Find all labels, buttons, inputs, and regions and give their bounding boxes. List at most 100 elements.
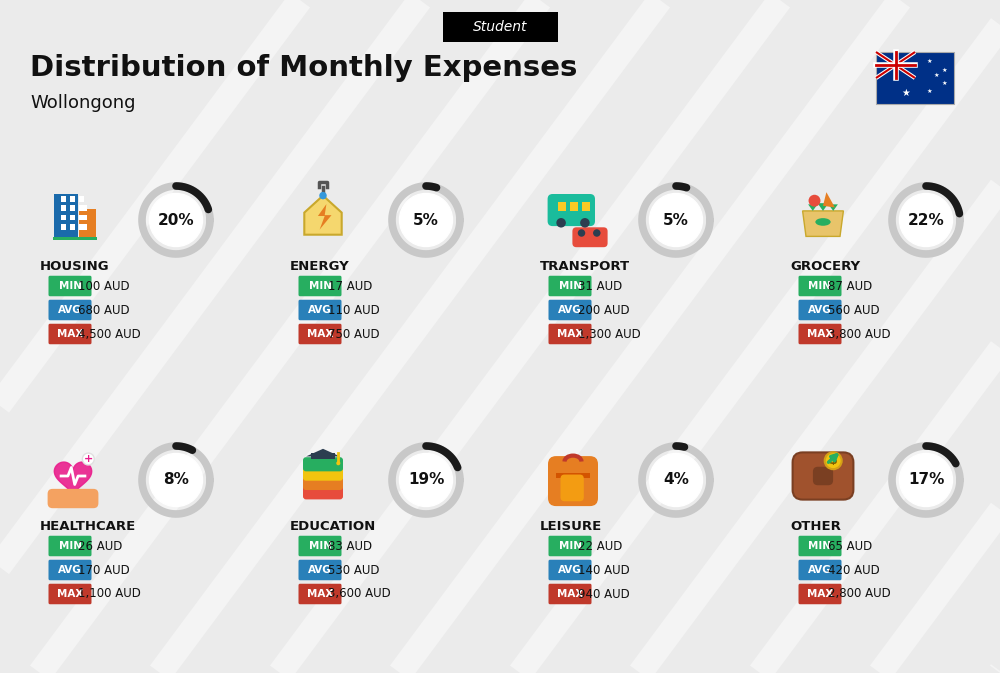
FancyBboxPatch shape [303, 476, 343, 490]
Text: 8%: 8% [163, 472, 189, 487]
Text: 87 AUD: 87 AUD [828, 279, 872, 293]
FancyBboxPatch shape [548, 324, 592, 345]
FancyBboxPatch shape [548, 276, 592, 296]
FancyBboxPatch shape [298, 560, 342, 580]
Bar [61, 215, 66, 220]
Text: 19%: 19% [408, 472, 444, 487]
FancyBboxPatch shape [798, 276, 841, 296]
Text: ★: ★ [901, 87, 910, 98]
FancyBboxPatch shape [548, 583, 592, 604]
Text: 3,800 AUD: 3,800 AUD [828, 328, 891, 341]
Text: 5%: 5% [413, 213, 439, 227]
Bar [570, 203, 578, 211]
Text: HEALTHCARE: HEALTHCARE [40, 520, 136, 532]
Polygon shape [306, 449, 340, 456]
Text: ★: ★ [934, 73, 940, 78]
Circle shape [336, 461, 340, 465]
Circle shape [578, 229, 585, 237]
Text: MAX: MAX [807, 329, 833, 339]
Text: 22%: 22% [908, 213, 944, 227]
FancyBboxPatch shape [798, 299, 841, 320]
Text: 4%: 4% [663, 472, 689, 487]
Text: MIN: MIN [808, 281, 831, 291]
FancyBboxPatch shape [298, 276, 342, 296]
Text: 17%: 17% [908, 472, 944, 487]
Bar [61, 224, 66, 229]
Polygon shape [808, 205, 817, 211]
Bar [311, 453, 335, 459]
Bar [54, 194, 78, 238]
Text: 420 AUD: 420 AUD [828, 563, 880, 577]
Polygon shape [803, 211, 843, 236]
Bar [582, 203, 590, 211]
Bar [82, 224, 87, 229]
FancyBboxPatch shape [798, 536, 841, 557]
Circle shape [82, 453, 94, 465]
Text: MAX: MAX [57, 329, 83, 339]
Text: Distribution of Monthly Expenses: Distribution of Monthly Expenses [30, 54, 577, 82]
Text: ★: ★ [942, 68, 947, 73]
Bar [79, 224, 84, 229]
Text: AVG: AVG [308, 565, 332, 575]
FancyBboxPatch shape [48, 536, 92, 557]
FancyBboxPatch shape [303, 466, 343, 481]
Text: 5%: 5% [663, 213, 689, 227]
FancyBboxPatch shape [298, 536, 342, 557]
Circle shape [149, 454, 203, 507]
Text: +: + [84, 454, 93, 464]
Bar [79, 215, 84, 220]
Circle shape [399, 193, 453, 246]
Text: MIN: MIN [558, 281, 582, 291]
Circle shape [899, 454, 953, 507]
Circle shape [649, 193, 703, 246]
FancyBboxPatch shape [560, 474, 584, 501]
Text: $: $ [829, 454, 838, 467]
Text: Wollongong: Wollongong [30, 94, 136, 112]
Text: MIN: MIN [558, 541, 582, 551]
Bar [70, 215, 75, 220]
Text: MIN: MIN [58, 281, 82, 291]
Text: ★: ★ [942, 81, 947, 85]
Circle shape [809, 194, 820, 207]
Circle shape [593, 229, 601, 237]
Text: MAX: MAX [307, 589, 333, 599]
Bar [82, 205, 87, 211]
FancyBboxPatch shape [48, 299, 92, 320]
Text: MIN: MIN [58, 541, 82, 551]
Text: 1,100 AUD: 1,100 AUD [78, 588, 141, 600]
Text: MAX: MAX [57, 589, 83, 599]
Bar [53, 237, 97, 240]
Text: MIN: MIN [808, 541, 831, 551]
FancyBboxPatch shape [548, 299, 592, 320]
FancyBboxPatch shape [548, 194, 595, 226]
Text: 750 AUD: 750 AUD [328, 328, 380, 341]
Text: 83 AUD: 83 AUD [328, 540, 372, 553]
Text: MAX: MAX [557, 329, 583, 339]
FancyBboxPatch shape [298, 299, 342, 320]
FancyBboxPatch shape [303, 485, 343, 499]
FancyBboxPatch shape [303, 457, 343, 471]
Bar [79, 196, 84, 201]
Bar [82, 215, 87, 220]
Polygon shape [318, 204, 331, 229]
Bar [876, 52, 954, 104]
Text: MIN: MIN [308, 541, 332, 551]
Text: 560 AUD: 560 AUD [828, 304, 880, 316]
Text: GROCERY: GROCERY [790, 260, 860, 273]
Circle shape [649, 454, 703, 507]
FancyBboxPatch shape [48, 276, 92, 296]
FancyBboxPatch shape [798, 583, 841, 604]
Text: ★: ★ [926, 59, 932, 64]
FancyBboxPatch shape [813, 467, 833, 485]
FancyBboxPatch shape [798, 324, 841, 345]
FancyBboxPatch shape [48, 583, 92, 604]
Text: HOUSING: HOUSING [40, 260, 110, 273]
Text: MAX: MAX [307, 329, 333, 339]
Text: 140 AUD: 140 AUD [578, 563, 630, 577]
Text: 680 AUD: 680 AUD [78, 304, 130, 316]
Bar [70, 224, 75, 229]
Text: 2,800 AUD: 2,800 AUD [828, 588, 891, 600]
Text: MAX: MAX [807, 589, 833, 599]
Bar [79, 205, 84, 211]
Text: AVG: AVG [808, 305, 832, 315]
